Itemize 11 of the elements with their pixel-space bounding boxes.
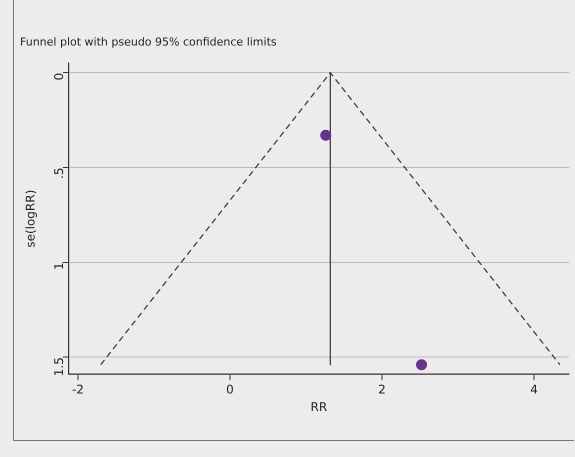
y-tick-label: 1 xyxy=(52,262,66,270)
x-axis-title: RR xyxy=(310,400,328,414)
y-axis-title: se(logRR) xyxy=(23,190,38,248)
x-tick-label: 2 xyxy=(378,382,386,397)
x-tick-label: 0 xyxy=(226,382,234,397)
chart-title: Funnel plot with pseudo 95% confidence limits xyxy=(20,35,277,48)
x-tick-label: 4 xyxy=(530,382,538,397)
x-tick-label: -2 xyxy=(72,382,84,397)
y-tick-label: 1.5 xyxy=(52,357,66,376)
y-tick-label: 0 xyxy=(52,72,66,80)
y-tick-label: .5 xyxy=(52,168,66,179)
